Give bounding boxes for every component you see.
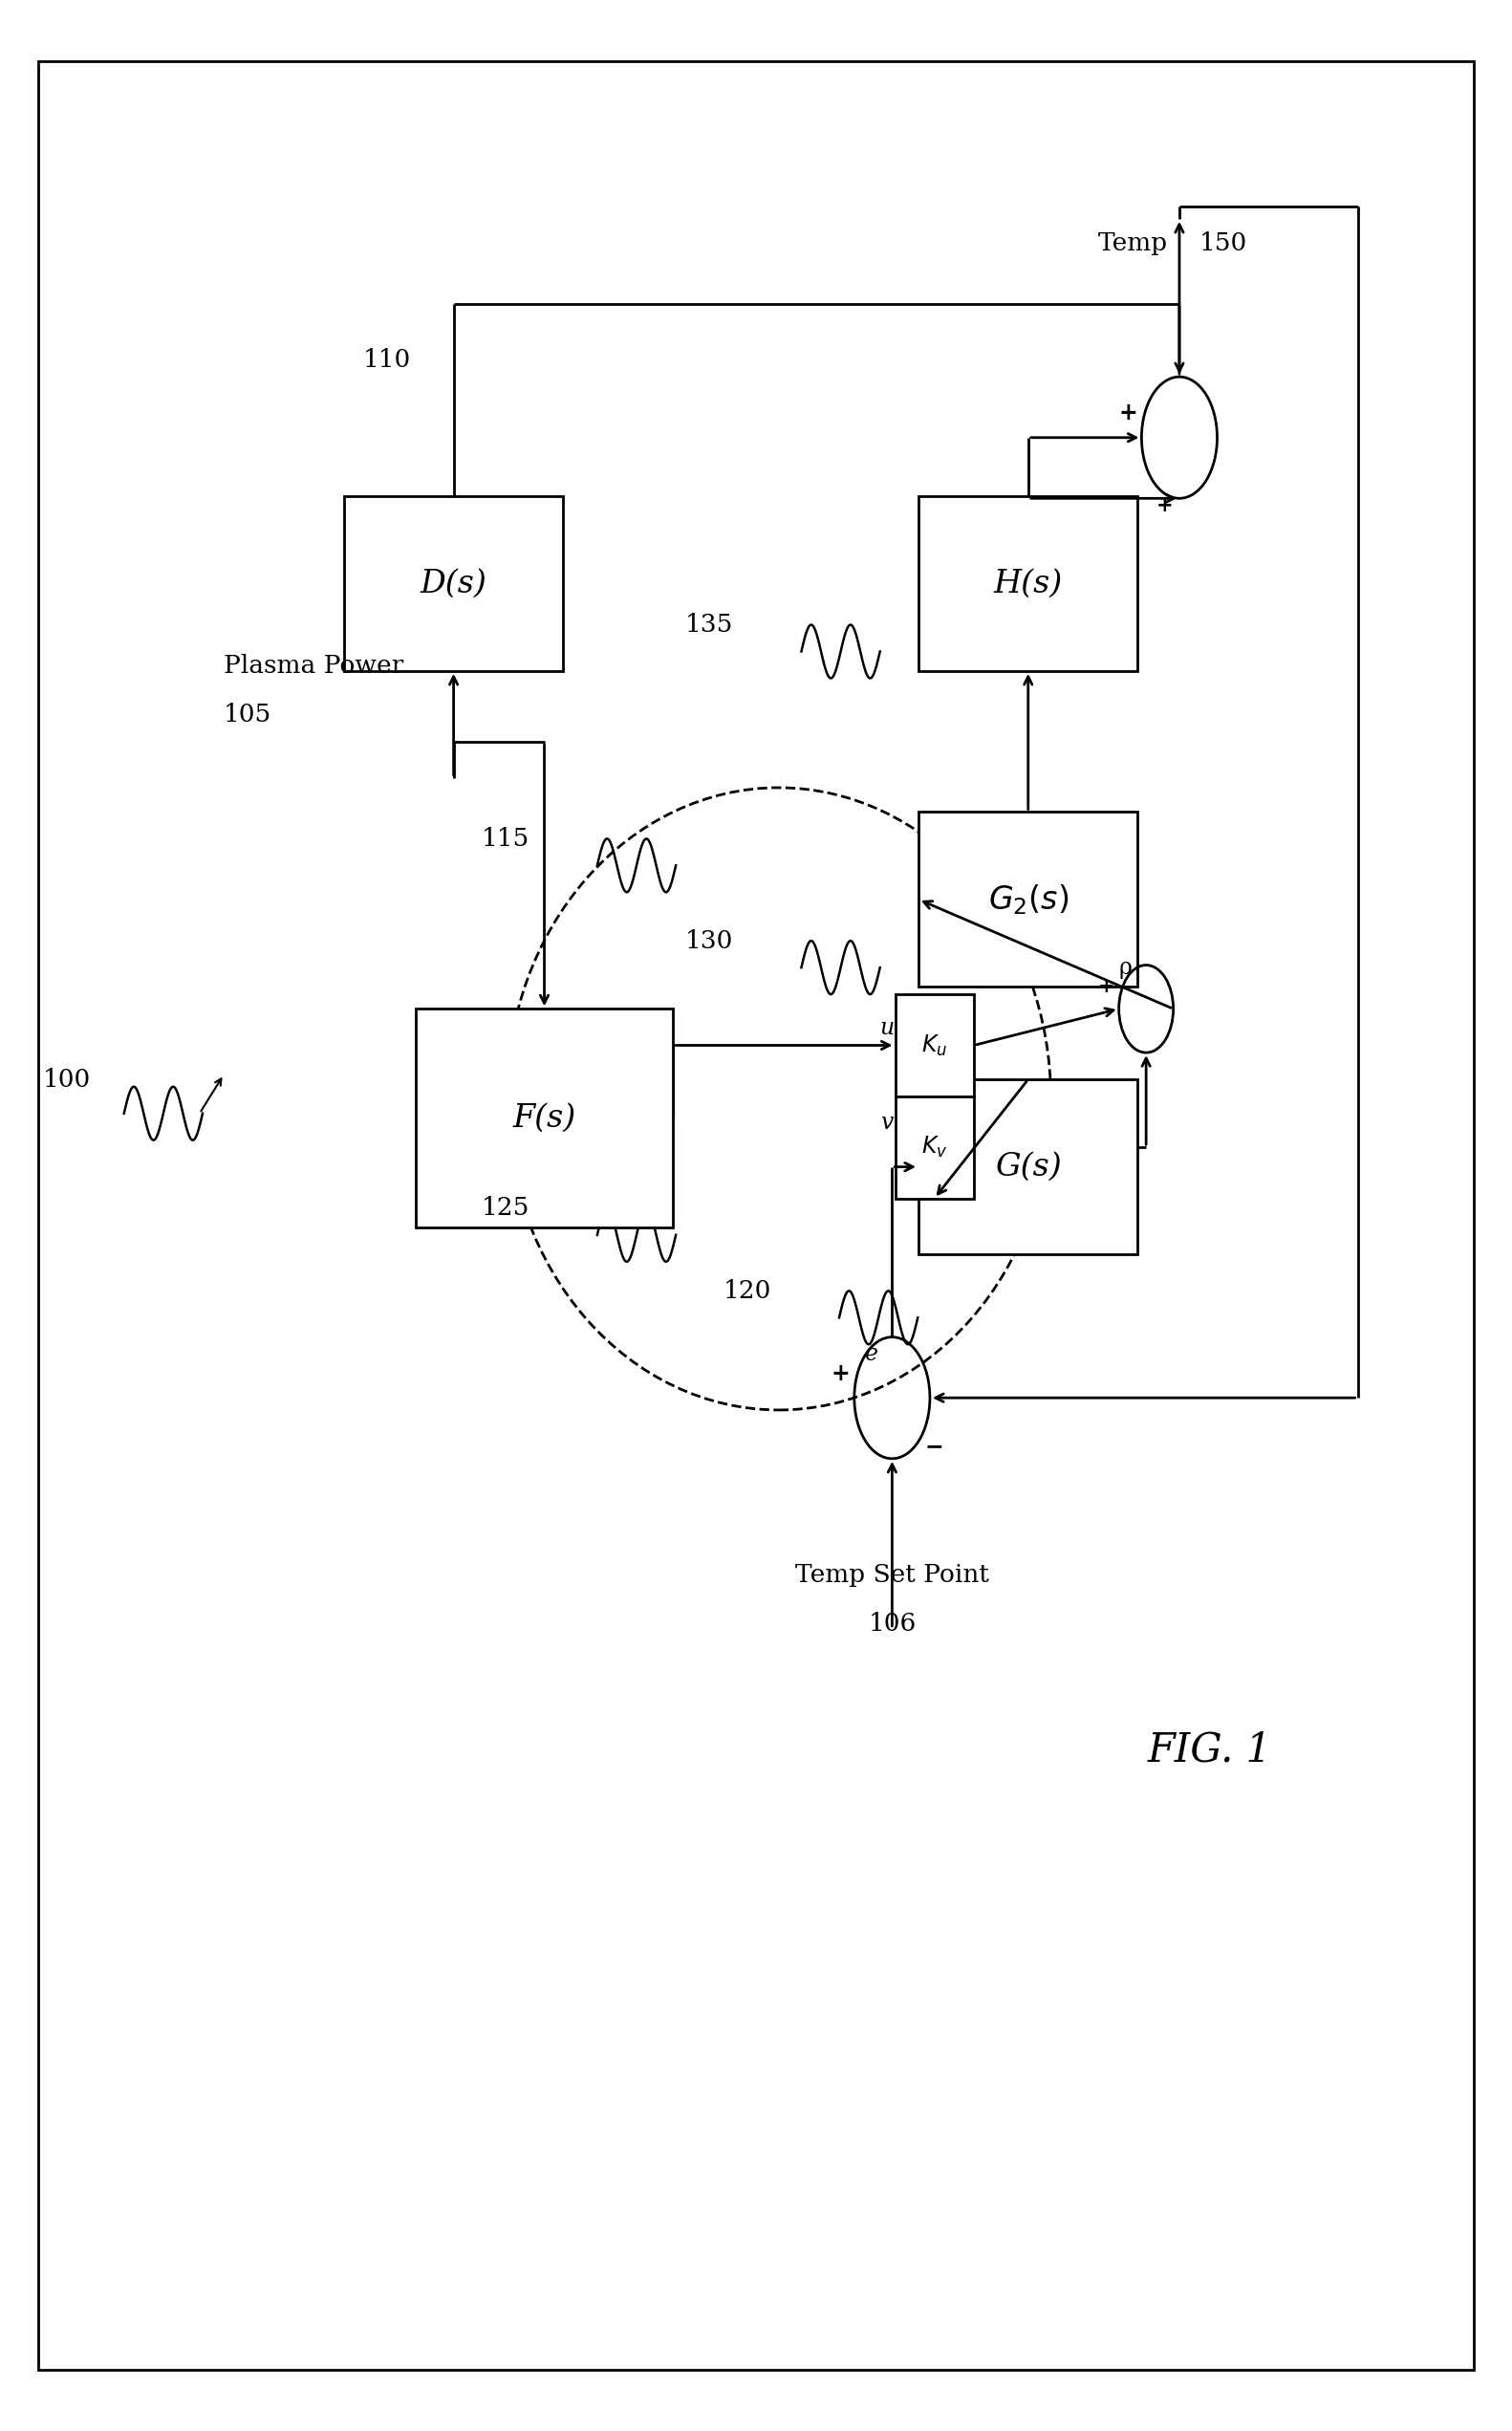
Bar bbox=[416, 1009, 673, 1228]
Text: Temp: Temp bbox=[1098, 231, 1167, 255]
Text: 105: 105 bbox=[224, 703, 272, 727]
Bar bbox=[919, 812, 1139, 987]
Text: u: u bbox=[880, 1016, 895, 1040]
Bar bbox=[345, 496, 562, 671]
Text: 135: 135 bbox=[685, 613, 733, 637]
Text: D(s): D(s) bbox=[420, 569, 487, 598]
Text: +: + bbox=[1098, 977, 1116, 997]
Text: 150: 150 bbox=[1199, 231, 1247, 255]
Text: Temp Set Point: Temp Set Point bbox=[795, 1563, 989, 1587]
Text: 115: 115 bbox=[481, 827, 529, 851]
Text: +: + bbox=[1155, 496, 1173, 515]
Text: $K_u$: $K_u$ bbox=[921, 1033, 948, 1057]
Text: 110: 110 bbox=[363, 348, 411, 372]
Text: 120: 120 bbox=[723, 1279, 771, 1303]
Bar bbox=[919, 496, 1139, 671]
Text: −: − bbox=[925, 1434, 943, 1459]
Text: +: + bbox=[1119, 401, 1137, 425]
Text: +: + bbox=[832, 1361, 850, 1386]
Bar bbox=[919, 1079, 1139, 1254]
Text: $K_v$: $K_v$ bbox=[921, 1135, 948, 1160]
Text: ρ: ρ bbox=[1119, 955, 1132, 980]
Text: 106: 106 bbox=[868, 1612, 916, 1636]
Text: 100: 100 bbox=[42, 1067, 91, 1092]
Text: 130: 130 bbox=[685, 929, 733, 953]
Text: 125: 125 bbox=[481, 1196, 529, 1220]
Text: $G_2(s)$: $G_2(s)$ bbox=[987, 882, 1069, 916]
Text: H(s): H(s) bbox=[993, 569, 1063, 598]
Text: e: e bbox=[865, 1342, 878, 1366]
Text: F(s): F(s) bbox=[513, 1104, 576, 1133]
Text: v: v bbox=[880, 1111, 892, 1135]
Text: Plasma Power: Plasma Power bbox=[224, 654, 404, 678]
Text: FIG. 1: FIG. 1 bbox=[1148, 1731, 1272, 1770]
Text: G(s): G(s) bbox=[995, 1152, 1061, 1181]
Bar bbox=[895, 1096, 974, 1198]
Bar bbox=[895, 994, 974, 1096]
